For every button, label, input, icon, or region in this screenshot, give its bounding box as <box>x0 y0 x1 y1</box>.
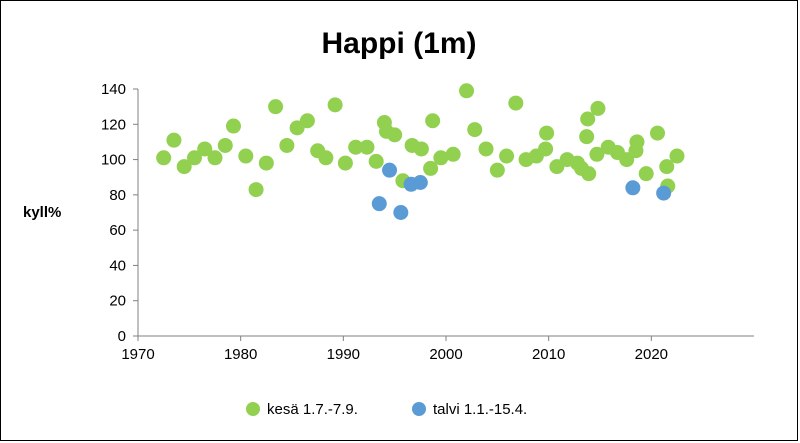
data-point <box>413 141 429 157</box>
data-point <box>258 155 274 171</box>
data-point <box>368 153 384 169</box>
data-point <box>197 141 213 157</box>
data-point <box>156 150 172 166</box>
data-point <box>207 150 223 166</box>
data-point <box>539 125 555 141</box>
legend-marker <box>412 402 426 416</box>
data-point <box>327 97 343 113</box>
data-point <box>166 132 182 148</box>
legend-label: talvi 1.1.-15.4. <box>433 401 527 418</box>
data-point <box>579 129 595 145</box>
data-point <box>589 146 605 162</box>
data-point <box>382 162 398 178</box>
data-point <box>425 113 441 129</box>
data-point <box>538 141 554 157</box>
data-point <box>629 134 645 150</box>
data-point <box>393 205 409 220</box>
data-point <box>387 127 403 143</box>
series-2 <box>371 162 672 220</box>
data-point <box>268 99 284 115</box>
y-tick-label: 140 <box>101 81 126 98</box>
legend: kesä 1.7.-7.9. talvi 1.1.-15.4. <box>246 401 527 418</box>
series-1 <box>156 83 685 198</box>
x-tick-label: 2020 <box>635 346 668 363</box>
chart-title: Happi (1m) <box>321 27 476 60</box>
data-point <box>638 166 654 182</box>
y-tick-label: 60 <box>109 222 126 239</box>
data-point <box>186 150 202 166</box>
legend-label: kesä 1.7.-7.9. <box>267 401 358 418</box>
data-point <box>581 166 597 182</box>
data-point <box>359 139 375 155</box>
data-point <box>625 180 641 196</box>
data-point <box>508 95 524 111</box>
data-point <box>217 137 233 153</box>
data-point <box>590 100 606 116</box>
data-point <box>225 118 241 134</box>
x-tick-label: 1990 <box>327 346 360 363</box>
axes: 0 20 40 60 80 100 120 140 1970 1980 1990 2000 2010 20… <box>101 81 754 363</box>
data-point <box>659 159 675 175</box>
data-points <box>156 83 685 220</box>
data-point <box>649 125 665 141</box>
data-point <box>318 150 334 166</box>
data-point <box>176 159 192 175</box>
y-axis-label: kyll% <box>23 204 61 221</box>
y-tick-label: 120 <box>101 116 126 133</box>
data-point <box>299 113 315 129</box>
data-point <box>248 182 264 198</box>
x-tick-label: 2010 <box>532 346 565 363</box>
data-point <box>489 162 505 178</box>
legend-marker <box>246 402 260 416</box>
data-point <box>445 146 461 162</box>
data-point <box>279 137 295 153</box>
y-tick-label: 20 <box>109 293 126 310</box>
data-point <box>371 196 387 212</box>
x-tick-label: 1970 <box>121 346 154 363</box>
data-point <box>656 185 672 201</box>
data-point <box>499 148 515 164</box>
data-point <box>459 83 475 99</box>
data-point <box>238 148 254 164</box>
data-point <box>348 139 364 155</box>
data-point <box>478 141 494 157</box>
data-point <box>337 155 353 171</box>
y-tick-label: 0 <box>118 328 126 345</box>
data-point <box>580 111 596 127</box>
x-tick-label: 2000 <box>429 346 462 363</box>
data-point <box>412 175 428 191</box>
data-point <box>433 150 449 166</box>
data-point <box>669 148 685 164</box>
y-tick-label: 100 <box>101 152 126 169</box>
data-point <box>467 122 483 138</box>
x-tick-label: 1980 <box>224 346 257 363</box>
data-point <box>423 160 439 176</box>
y-tick-label: 80 <box>109 187 126 204</box>
y-tick-label: 40 <box>109 257 126 274</box>
